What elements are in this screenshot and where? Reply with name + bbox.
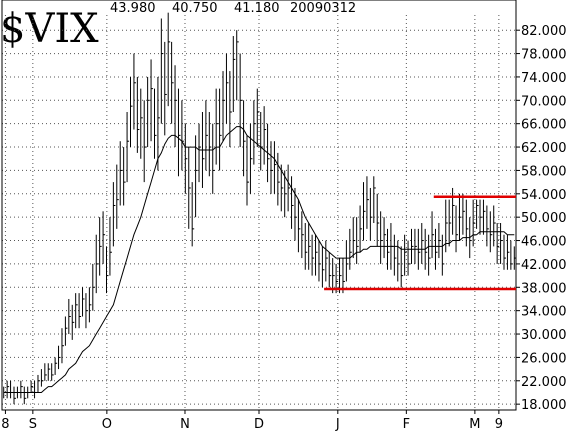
y-tick-label: 18.000 — [521, 398, 567, 413]
chart-title: $VIX — [0, 6, 99, 52]
x-tick-label: D — [254, 417, 264, 432]
y-tick-label: 46.000 — [521, 235, 567, 250]
x-tick-label: O — [102, 417, 112, 432]
y-tick-label: 42.000 — [521, 258, 567, 273]
x-tick-label: 9 — [495, 417, 503, 432]
y-tick-label: 62.000 — [521, 141, 567, 156]
x-tick-label: S — [29, 417, 37, 432]
y-tick-label: 58.000 — [521, 164, 567, 179]
y-tick-label: 54.000 — [521, 188, 567, 203]
y-tick-label: 30.000 — [521, 328, 567, 343]
x-tick-label: J — [335, 417, 340, 432]
header-value: 43.980 — [110, 1, 156, 16]
y-tick-label: 22.000 — [521, 375, 567, 390]
y-tick-label: 34.000 — [521, 305, 567, 320]
plot-frame — [1, 0, 517, 411]
header-value: 41.180 — [234, 1, 280, 16]
x-tick-label: F — [403, 417, 410, 432]
y-tick-label: 82.000 — [521, 24, 567, 39]
header-value: 40.750 — [172, 1, 218, 16]
header-value: 20090312 — [290, 1, 356, 16]
y-tick-label: 78.000 — [521, 48, 567, 63]
x-tick-label: 8 — [1, 417, 9, 432]
y-tick-label: 70.000 — [521, 94, 567, 109]
y-tick-label: 38.000 — [521, 281, 567, 296]
x-tick-label: M — [469, 417, 480, 432]
y-tick-label: 50.000 — [521, 211, 567, 226]
moving-average — [3, 126, 515, 393]
y-tick-label: 74.000 — [521, 71, 567, 86]
y-tick-label: 26.000 — [521, 351, 567, 366]
x-tick-label: N — [180, 417, 190, 432]
y-tick-label: 66.000 — [521, 118, 567, 133]
